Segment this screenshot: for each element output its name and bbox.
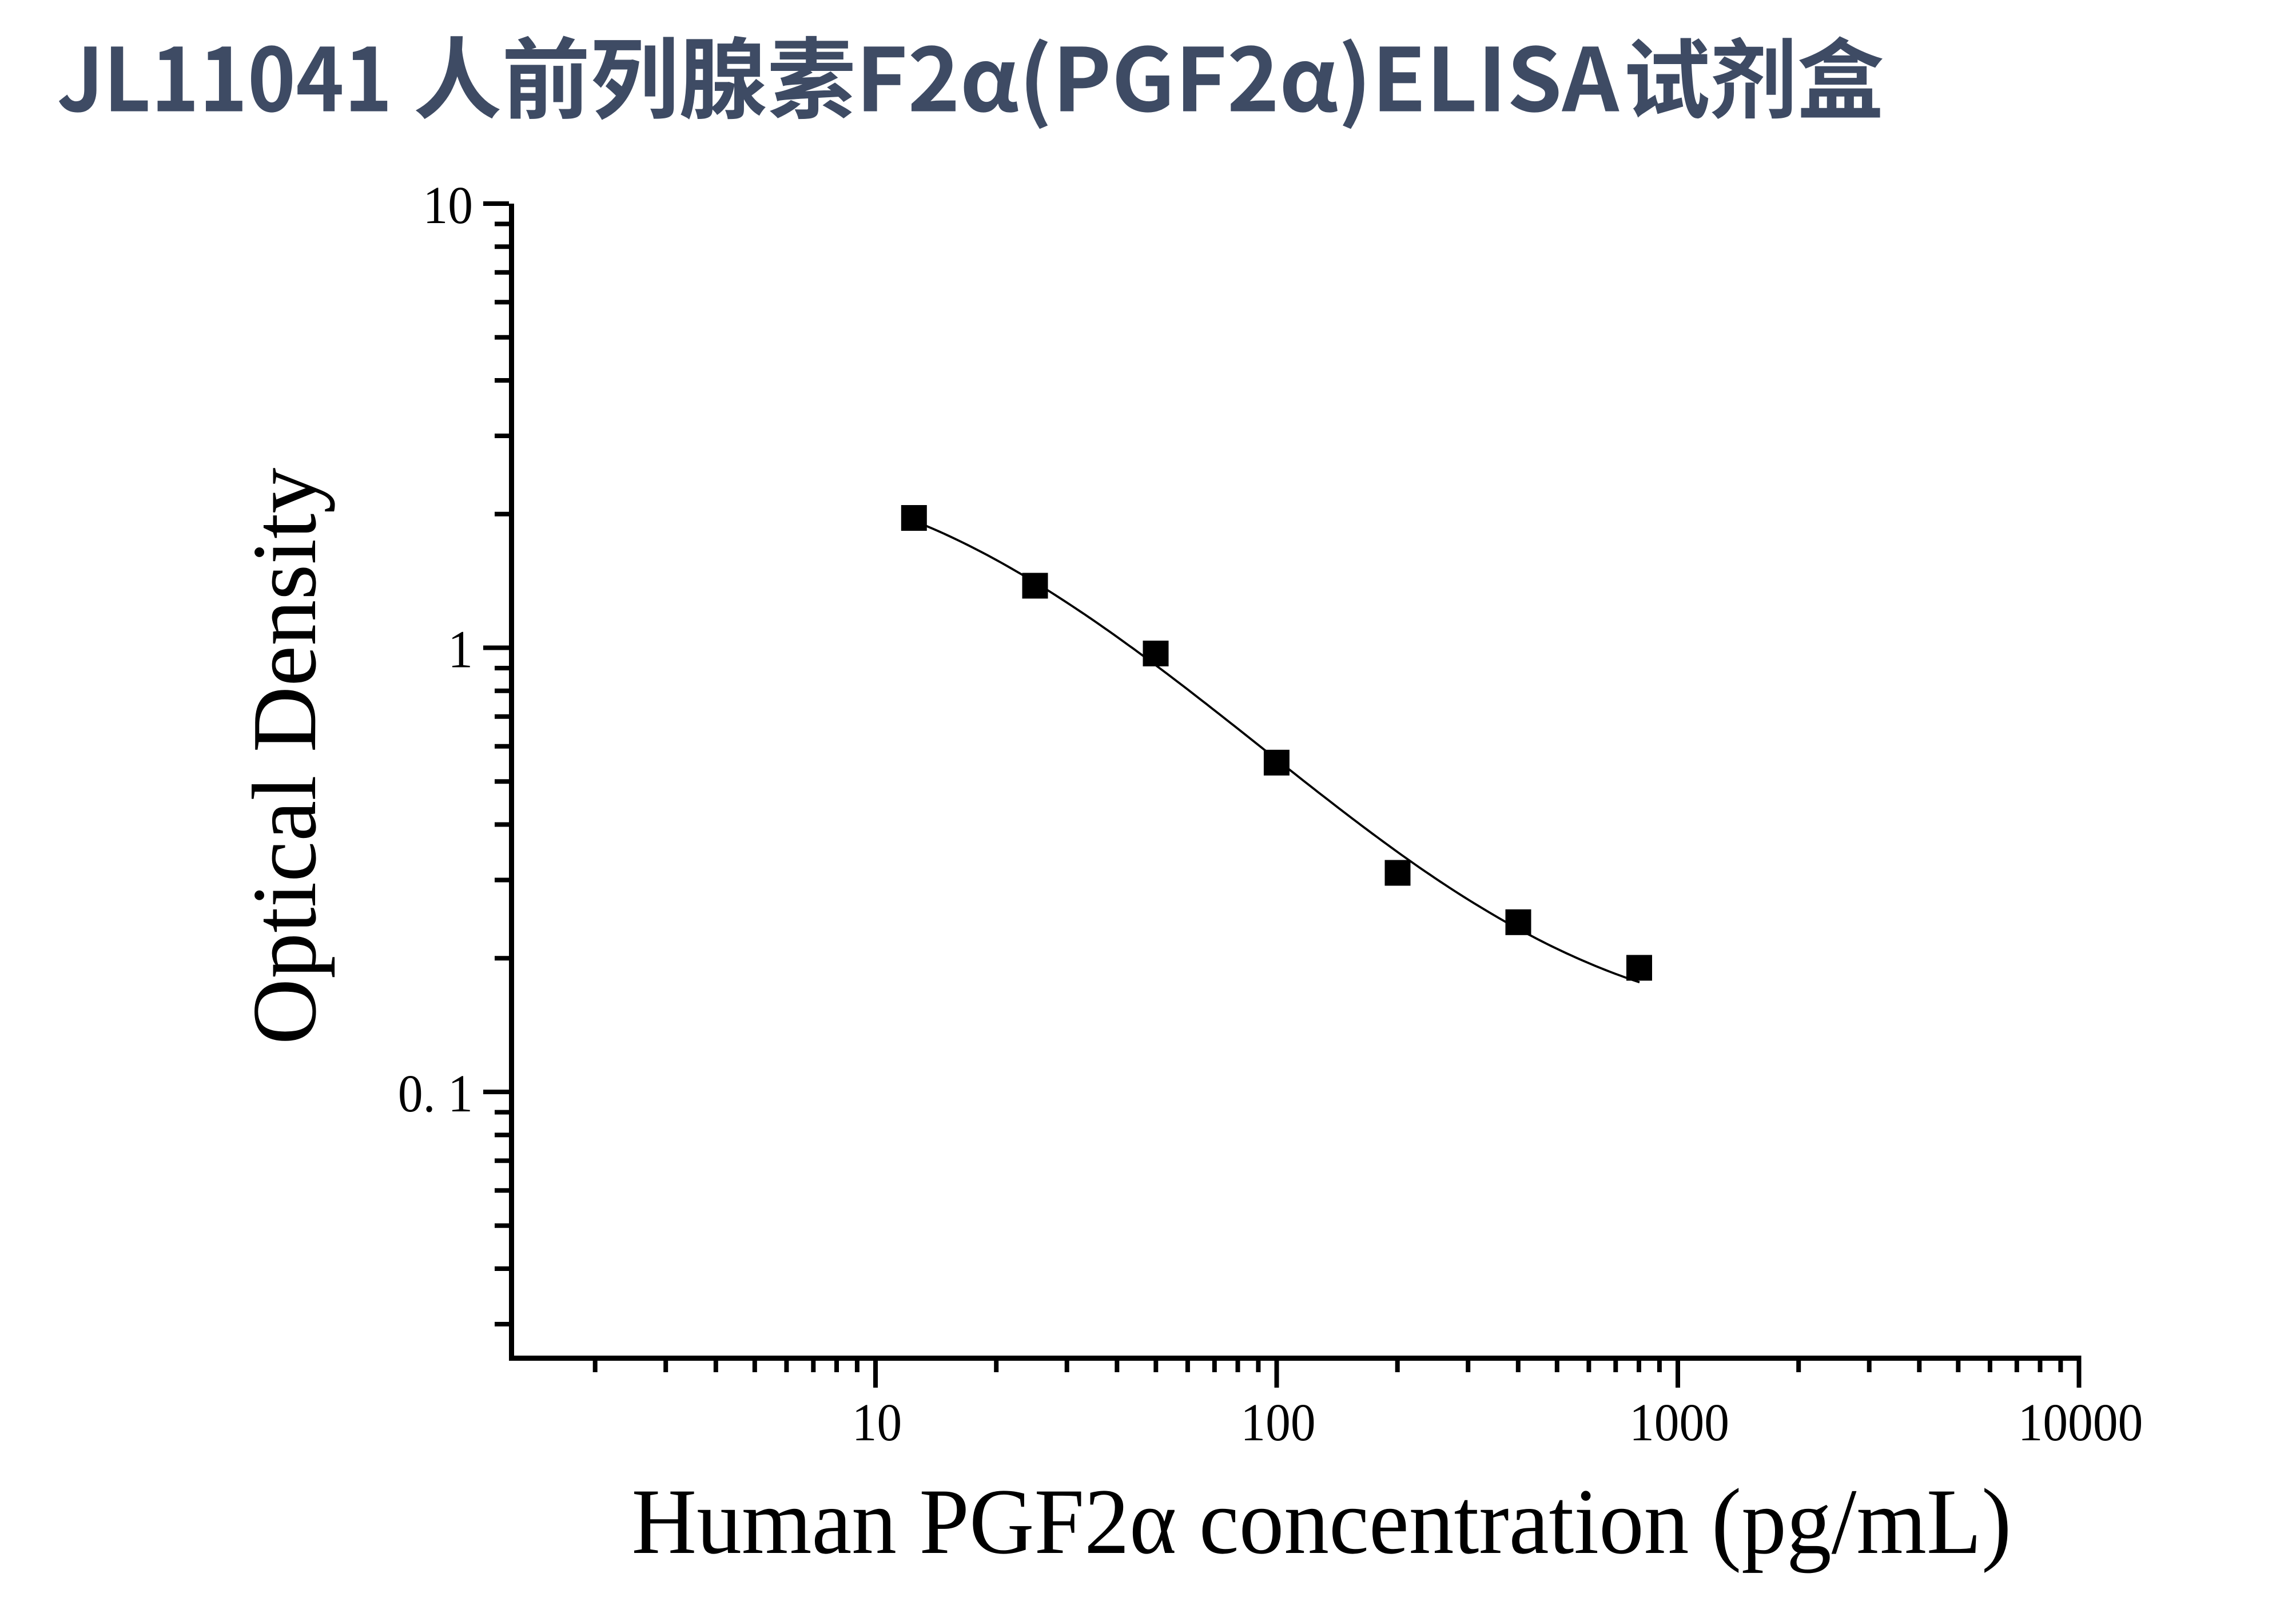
svg-text:10: 10	[423, 176, 473, 235]
svg-text:100: 100	[1240, 1393, 1315, 1452]
svg-text:Optical Density: Optical Density	[233, 468, 335, 1045]
svg-text:0. 1: 0. 1	[398, 1064, 473, 1123]
svg-text:Human PGF2α concentration (pg/: Human PGF2α concentration (pg/mL)	[632, 1469, 2012, 1574]
svg-text:10: 10	[852, 1393, 902, 1452]
svg-text:1: 1	[448, 620, 473, 679]
svg-text:1000: 1000	[1629, 1393, 1729, 1452]
svg-text:10000: 10000	[2018, 1393, 2143, 1452]
